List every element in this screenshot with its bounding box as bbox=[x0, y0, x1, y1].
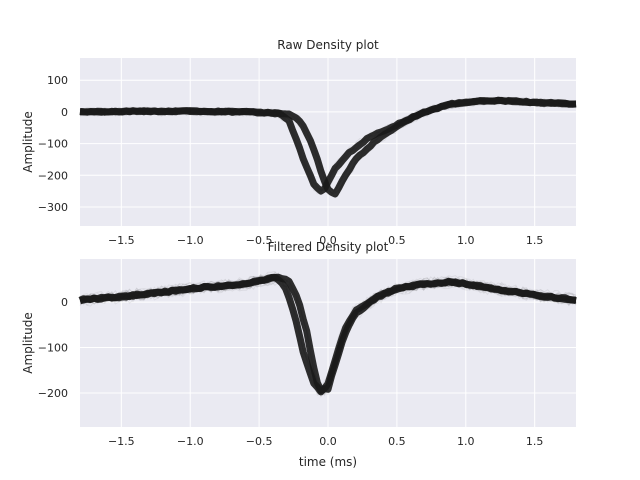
filtered-density-y-tick-label: −200 bbox=[38, 387, 68, 400]
raw-density-x-tick-label: 1.5 bbox=[526, 234, 544, 247]
raw-density-x-tick-label: −0.5 bbox=[246, 234, 273, 247]
filtered-density-x-tick-label: 1.0 bbox=[457, 435, 475, 448]
filtered-density-y-tick-label: 0 bbox=[61, 296, 68, 309]
raw-density-y-tick-label: 100 bbox=[47, 74, 68, 87]
filtered-density-series-line-1 bbox=[78, 273, 577, 394]
filtered-density-x-tick-label: 0.0 bbox=[319, 435, 337, 448]
raw-density-y-tick-label: −100 bbox=[38, 138, 68, 151]
filtered-density-x-tick-label: −1.5 bbox=[108, 435, 135, 448]
filtered-density-y-ticks: 0 −100 −200 bbox=[38, 296, 68, 400]
filtered-density-x-tick-label: −0.5 bbox=[246, 435, 273, 448]
raw-density-y-tick-label: −200 bbox=[38, 169, 68, 182]
raw-density-panel: −1.5 −1.0 −0.5 0.0 0.5 1.0 1.5 100 0 −100 −200 −30… bbox=[21, 38, 577, 247]
filtered-density-series bbox=[78, 270, 577, 398]
raw-density-x-tick-label: −1.0 bbox=[177, 234, 204, 247]
filtered-density-y-axis-label: Amplitude bbox=[21, 312, 35, 374]
raw-density-title: Raw Density plot bbox=[277, 38, 379, 52]
raw-density-y-tick-label: 0 bbox=[61, 106, 68, 119]
raw-density-y-axis-label: Amplitude bbox=[21, 111, 35, 173]
filtered-density-x-tick-label: 0.5 bbox=[388, 435, 406, 448]
raw-density-x-tick-label: 1.0 bbox=[457, 234, 475, 247]
raw-density-y-tick-label: −300 bbox=[38, 201, 68, 214]
raw-density-series bbox=[79, 96, 577, 199]
filtered-density-x-tick-label: −1.0 bbox=[177, 435, 204, 448]
filtered-density-x-axis-label: time (ms) bbox=[299, 455, 357, 469]
raw-density-x-tick-label: −1.5 bbox=[108, 234, 135, 247]
raw-density-x-ticks: −1.5 −1.0 −0.5 0.0 0.5 1.0 1.5 bbox=[108, 234, 543, 247]
filtered-density-title: Filtered Density plot bbox=[268, 240, 389, 254]
filtered-density-x-ticks: −1.5 −1.0 −0.5 0.0 0.5 1.0 1.5 bbox=[108, 435, 543, 448]
raw-density-x-tick-label: 0.5 bbox=[388, 234, 406, 247]
filtered-density-panel: −1.5 −1.0 −0.5 0.0 0.5 1.0 1.5 0 −100 −200 Filte… bbox=[21, 240, 577, 469]
filtered-density-y-tick-label: −100 bbox=[38, 342, 68, 355]
filtered-density-x-tick-label: 1.5 bbox=[526, 435, 544, 448]
raw-density-x-tick-label: 0.0 bbox=[319, 234, 337, 247]
raw-density-y-ticks: 100 0 −100 −200 −300 bbox=[38, 74, 68, 214]
raw-density-series-line-1 bbox=[79, 96, 576, 198]
